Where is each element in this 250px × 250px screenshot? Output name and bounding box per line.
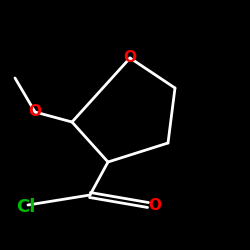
Text: O: O bbox=[124, 50, 136, 66]
Text: O: O bbox=[28, 104, 42, 120]
Text: O: O bbox=[148, 198, 162, 212]
Text: Cl: Cl bbox=[16, 198, 36, 216]
